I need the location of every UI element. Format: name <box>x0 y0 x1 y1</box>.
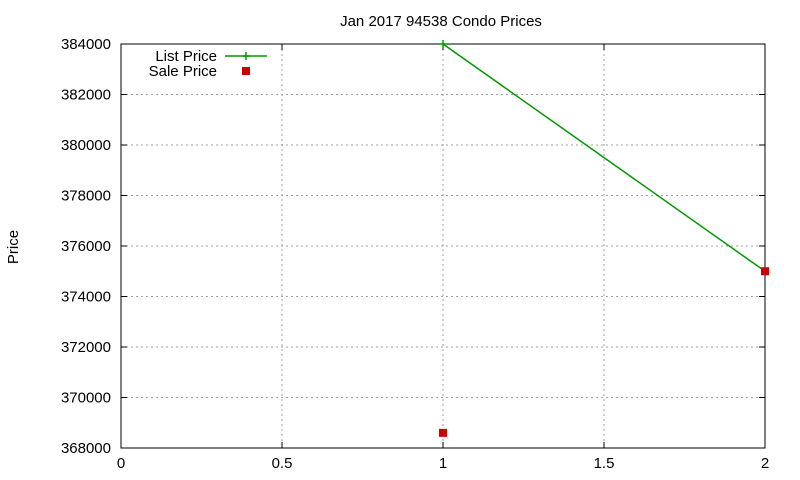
y-tick-label: 382000 <box>61 87 111 104</box>
y-axis-label: Price <box>5 230 22 264</box>
y-tick-label: 384000 <box>61 36 111 53</box>
x-tick-label: 0 <box>117 455 125 472</box>
legend-label: List Price <box>155 48 217 65</box>
legend-square-marker <box>242 67 250 75</box>
grid-lines <box>121 44 765 448</box>
x-tick-label: 1.5 <box>594 455 615 472</box>
y-tick-label: 376000 <box>61 238 111 255</box>
data-series <box>439 40 769 437</box>
sale-price-point <box>439 428 447 437</box>
list-price-point <box>439 40 447 48</box>
legend-label: Sale Price <box>149 63 217 80</box>
x-tick-label: 2 <box>761 455 769 472</box>
y-tick-label: 380000 <box>61 137 111 154</box>
list-price-line <box>442 43 766 272</box>
y-tick-label: 372000 <box>61 339 111 356</box>
y-tick-label: 374000 <box>61 289 111 306</box>
x-tick-label: 0.5 <box>272 455 293 472</box>
sale-price-point <box>761 267 769 276</box>
y-tick-label: 370000 <box>61 390 111 407</box>
legend-plus-marker <box>242 52 250 60</box>
y-tick-label: 378000 <box>61 188 111 205</box>
chart-title: Jan 2017 94538 Condo Prices <box>340 13 542 30</box>
y-tick-label: 368000 <box>61 440 111 457</box>
axis-ticks: 0 0.5 1 1.5 2 368000 370000 372000 374000 376000 3… <box>61 36 769 472</box>
x-tick-label: 1 <box>439 455 447 472</box>
